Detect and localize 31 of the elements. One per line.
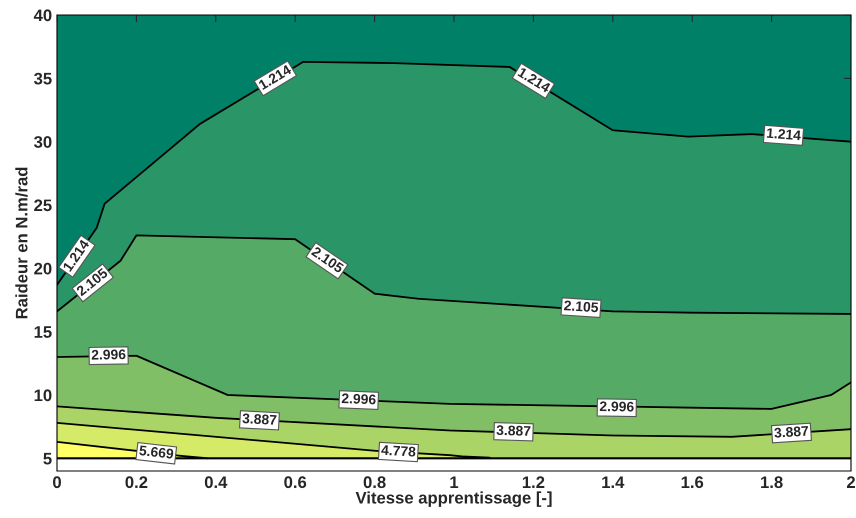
x-tick-label: 0 — [53, 476, 61, 488]
x-tick-label: 0.2 — [125, 476, 148, 488]
x-tick-label: 1.2 — [522, 476, 544, 488]
x-axis-title: Vitesse apprentissage [-] — [356, 491, 552, 508]
y-tick-label: 25 — [34, 199, 52, 212]
y-tick-label: 30 — [34, 136, 52, 148]
annotation: 1.214 — [766, 128, 802, 140]
y-tick-label: 15 — [34, 326, 52, 338]
y-axis-title: Raideur en N.m/rad — [15, 168, 28, 318]
y-tick-label: 40 — [34, 9, 52, 22]
annotation: 4.778 — [381, 444, 416, 457]
y-tick-label: 20 — [34, 262, 52, 275]
annotation: 3.887 — [774, 426, 808, 438]
annotation: 5.669 — [138, 445, 174, 459]
annotation: 3.887 — [242, 413, 277, 425]
x-tick-label: 1.6 — [682, 476, 704, 488]
x-tick-label: 0.8 — [364, 476, 386, 488]
annotation: 2.996 — [600, 401, 634, 412]
y-tick-label: 35 — [34, 72, 52, 85]
x-tick-label: 0.6 — [284, 476, 306, 488]
annotation: 2.996 — [342, 393, 376, 404]
x-tick-label: 2 — [846, 476, 855, 488]
x-tick-label: 1 — [450, 476, 458, 488]
annotation: 2.105 — [564, 300, 598, 312]
y-tick-label: 5 — [43, 452, 52, 465]
annotation: 2.996 — [92, 349, 126, 360]
x-tick-label: 0.4 — [204, 476, 228, 488]
y-tick-label: 10 — [34, 389, 52, 402]
annotation: 3.887 — [496, 425, 530, 436]
x-tick-label: 1.4 — [602, 476, 624, 488]
x-tick-label: 1.8 — [761, 476, 783, 488]
